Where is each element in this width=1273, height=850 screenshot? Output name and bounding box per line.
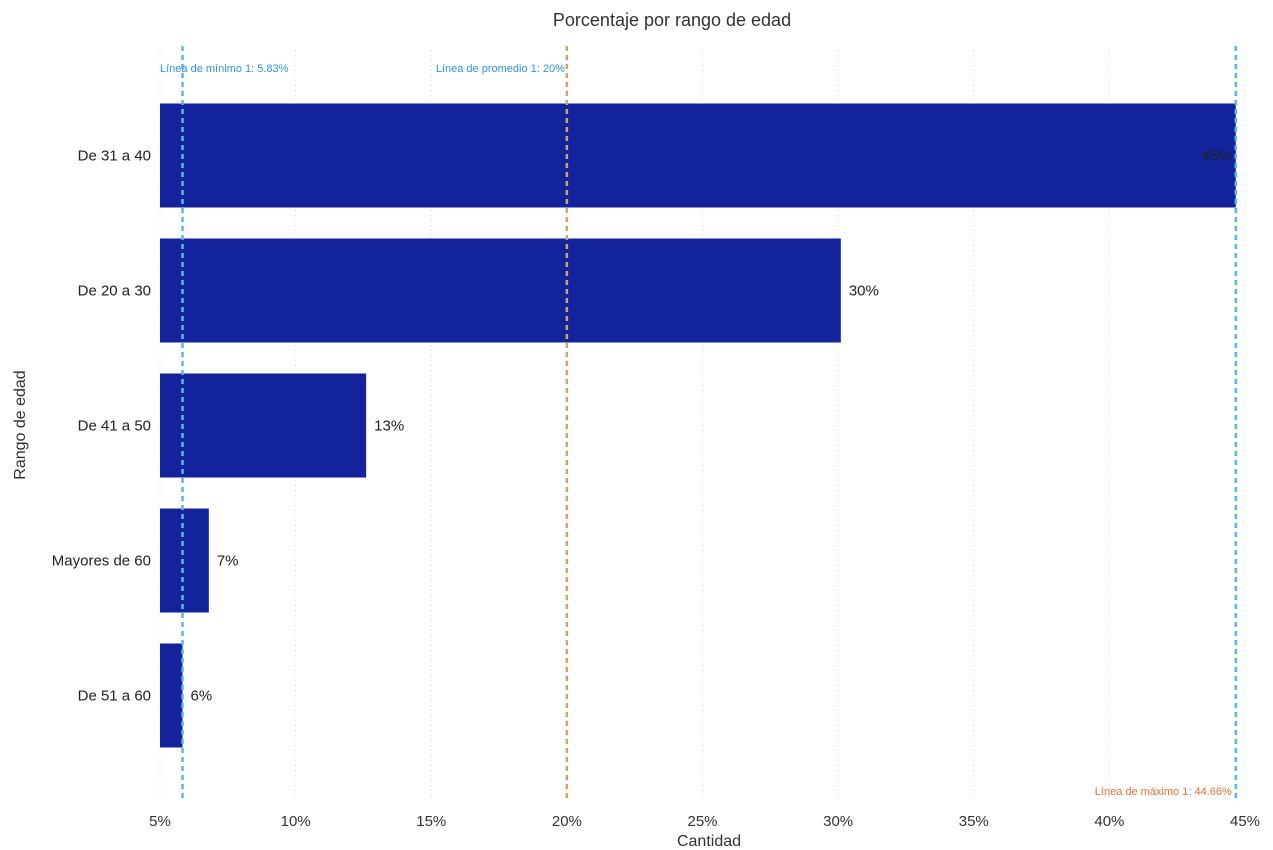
reference-line-label: Línea de promedio 1: 20% <box>436 63 565 75</box>
data-label: 13% <box>374 418 404 435</box>
x-tick-label: 15% <box>416 813 446 830</box>
category-label: De 41 a 50 <box>78 418 151 435</box>
data-label: 7% <box>217 553 239 570</box>
reference-lines: Línea de mínimo 1: 5.83% Línea de promedi… <box>160 46 1238 800</box>
category-label: Mayores de 60 <box>52 553 151 570</box>
category-label: De 20 a 30 <box>78 283 151 300</box>
bar <box>160 238 841 343</box>
x-tick-label: 10% <box>281 813 311 830</box>
data-label: 6% <box>191 688 213 705</box>
x-tick-label: 35% <box>959 813 989 830</box>
reference-line-label: Línea de máximo 1: 44.66% <box>1095 786 1232 798</box>
x-tick-label: 30% <box>823 813 853 830</box>
y-axis-title: Rango de edad <box>12 370 29 479</box>
x-tick-label: 5% <box>149 813 171 830</box>
data-labels: 45% 30% 13% 7% 6% <box>191 148 1232 705</box>
bar <box>160 103 1236 208</box>
x-axis-title: Cantidad <box>677 833 741 850</box>
data-label: 30% <box>849 283 879 300</box>
x-tick-label: 25% <box>687 813 717 830</box>
value-axis: 5% 10% 15% 20% 25% 30% 35% 40% 45% <box>149 813 1260 830</box>
x-tick-label: 45% <box>1230 813 1260 830</box>
data-label: 45% <box>1202 148 1232 165</box>
x-tick-label: 40% <box>1094 813 1124 830</box>
category-axis: De 31 a 40 De 20 a 30 De 41 a 50 Mayores de… <box>52 148 151 705</box>
bar <box>160 373 367 478</box>
x-tick-label: 20% <box>552 813 582 830</box>
category-label: De 31 a 40 <box>78 148 151 165</box>
bar <box>160 643 183 748</box>
reference-line-label: Línea de mínimo 1: 5.83% <box>160 63 289 75</box>
category-label: De 51 a 60 <box>78 688 151 705</box>
bar <box>160 508 209 613</box>
bars <box>160 103 1236 748</box>
chart-title: Porcentaje por rango de edad <box>553 10 791 30</box>
